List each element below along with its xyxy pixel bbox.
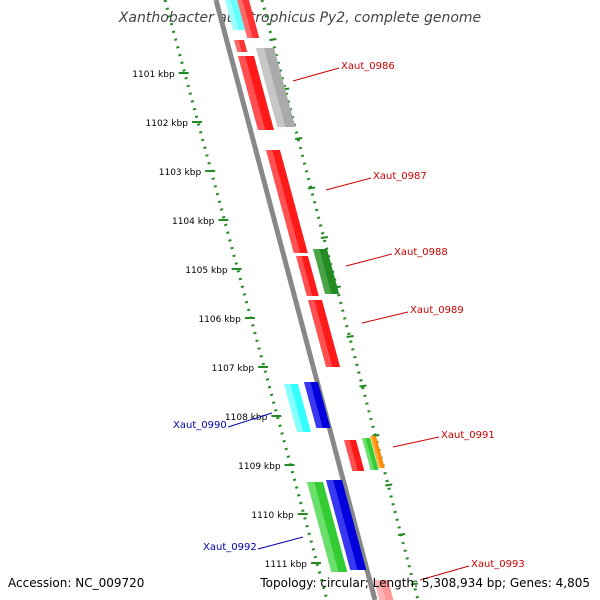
accession-text: Accession: NC_009720 [8, 576, 145, 590]
ruler-dash [346, 335, 354, 338]
gene-label-xaut-0993[interactable]: Xaut_0993 [471, 559, 525, 570]
ruler-dash [294, 137, 303, 140]
ruler-dash [397, 533, 406, 536]
gene-label-xaut-0986[interactable]: Xaut_0986 [341, 61, 395, 72]
kbp-tick-label: 1104 kbp [172, 217, 215, 227]
gene-block-highlight [313, 249, 332, 294]
ruler-dots [163, 0, 420, 600]
gene-block-highlight [237, 0, 253, 38]
gene-block-highlight [296, 256, 313, 296]
ruler-dash [410, 582, 419, 586]
kbp-tick-label: 1103 kbp [159, 168, 202, 178]
genome-summary-text: Topology: circular; Length: 5,308,934 bp… [260, 576, 590, 590]
gene-block-highlight [225, 0, 239, 30]
inner-ruler [163, 0, 329, 600]
gene-block-highlight [344, 440, 358, 471]
gene-block-highlight [374, 580, 386, 600]
gene-block-highlight [307, 482, 339, 572]
kbp-tick-label: 1108 kbp [225, 413, 268, 423]
gene-label-leader [292, 67, 340, 82]
gene-block-highlight [234, 40, 242, 52]
gene-block-highlight [238, 56, 266, 130]
gene-block-highlight [256, 48, 286, 127]
gene-block-highlight [362, 438, 375, 470]
gene-label-leader [345, 253, 393, 267]
kbp-tick-label: 1101 kbp [132, 70, 175, 80]
gene-label-xaut-0989[interactable]: Xaut_0989 [410, 305, 464, 316]
gene-block-highlight [308, 300, 333, 367]
ruler-dash [385, 483, 393, 487]
backbone-line [213, 0, 378, 600]
gene-block-highlight [266, 150, 301, 253]
gene-block-highlight [304, 382, 323, 428]
gene-block-highlight [284, 384, 304, 432]
ruler-dash [269, 38, 277, 41]
ruler-dash [307, 186, 316, 190]
gene-label-leader [325, 177, 372, 191]
gene-features [225, 0, 394, 600]
ruler-dash [359, 384, 367, 388]
kbp-tick-label: 1107 kbp [212, 364, 255, 374]
gene-label-xaut-0992[interactable]: Xaut_0992 [203, 542, 257, 553]
kbp-tick-label: 1110 kbp [251, 511, 294, 521]
gene-label-xaut-0988[interactable]: Xaut_0988 [394, 247, 448, 258]
gene-label-leader [361, 311, 409, 324]
kbp-tick-label: 1109 kbp [238, 462, 281, 472]
kbp-tick-label: 1106 kbp [198, 315, 241, 325]
ruler-dash [320, 236, 329, 239]
gene-label-xaut-0991[interactable]: Xaut_0991 [441, 430, 495, 441]
gene-labels: Xaut_0986 Xaut_0987 Xaut_0988 Xaut_0989 Xaut… [173, 61, 525, 581]
gene-block-highlight [370, 436, 382, 468]
kbp-tick-label: 1105 kbp [185, 266, 228, 276]
gene-label-leader [419, 565, 470, 581]
kbp-tick-label: 1102 kbp [146, 119, 189, 129]
gene-label-leader [392, 436, 440, 448]
kbp-tick-labels: 1101 kbp 1102 kbp 1103 kbp 1104 kbp 1105 kbp… [132, 70, 322, 570]
kbp-tick-label: 1111 kbp [265, 560, 308, 570]
ruler-dash [372, 434, 380, 437]
gene-label-xaut-0987[interactable]: Xaut_0987 [373, 171, 427, 182]
gene-block-highlight [326, 480, 358, 570]
gene-label-leader [227, 412, 273, 428]
gene-label-leader [257, 536, 304, 550]
gene-label-xaut-0990[interactable]: Xaut_0990 [173, 420, 227, 431]
map-title: Xanthobacter autotrophicus Py2, complete… [118, 10, 482, 26]
